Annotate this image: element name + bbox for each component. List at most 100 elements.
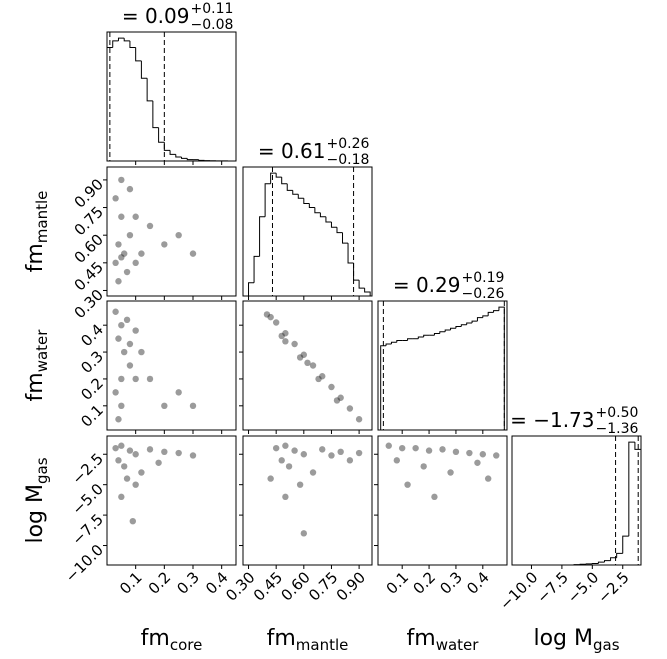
sample-point [132, 481, 139, 488]
histogram-step [616, 552, 623, 558]
panel-frame [106, 435, 237, 566]
x-tick-label: 0.30 [222, 568, 258, 604]
histogram-step [163, 142, 171, 151]
histogram-step [622, 535, 629, 554]
sample-point [319, 446, 326, 453]
label-main: log M [23, 484, 48, 544]
x-axis-label: log Mgas [533, 626, 619, 654]
x-axis-label: fmcore [141, 626, 203, 654]
scatter-panel [112, 176, 197, 285]
histogram-step [396, 339, 403, 343]
sample-point [300, 451, 308, 458]
histogram-step [444, 329, 451, 332]
histogram-step [364, 288, 371, 296]
y-axis-label: fmmantle [23, 191, 51, 273]
histogram-step [264, 183, 271, 217]
sample-point [285, 463, 293, 470]
x-tick-label: −5.0 [564, 568, 602, 606]
sample-point [175, 449, 182, 457]
histogram-step [353, 262, 360, 281]
sample-point [447, 469, 454, 476]
sample-point [278, 457, 285, 464]
scatter-panel [263, 311, 363, 423]
panel-title: = 0.61 [258, 139, 326, 163]
label-sub: gas [33, 457, 51, 484]
sample-point [118, 442, 125, 449]
x-tick-label: 0.2 [409, 568, 439, 598]
sample-point [112, 259, 119, 267]
title-upper-error: +0.26 [327, 136, 370, 152]
histogram-step [471, 320, 478, 323]
sample-point [118, 254, 125, 261]
x-tick-label: 0.60 [277, 568, 313, 604]
histogram-step [152, 100, 159, 129]
histogram-step [433, 332, 440, 336]
sample-point [126, 447, 134, 454]
sample-point [282, 338, 289, 345]
x-tick-label: 0.75 [305, 568, 341, 604]
sample-point [138, 250, 145, 257]
sample-point [337, 448, 344, 456]
sample-point [115, 335, 122, 342]
sample-point [328, 452, 335, 459]
histogram-step [342, 232, 349, 244]
histogram-step [498, 306, 505, 430]
x-axis-label: fmwater [407, 626, 480, 654]
histogram-step [450, 327, 456, 330]
sample-point [138, 348, 145, 356]
histogram-step [325, 216, 332, 223]
y-axis-label: log Mgas [23, 457, 51, 543]
sample-point [161, 402, 168, 410]
sample-point [118, 402, 125, 410]
x-tick-label: −2.5 [594, 568, 632, 606]
x-tick-label: 0.4 [463, 568, 493, 598]
label-main: fm [407, 626, 436, 651]
sample-point [431, 493, 438, 501]
x-tick-label: 0.1 [383, 568, 413, 598]
sample-point [272, 319, 280, 326]
sample-point [300, 351, 308, 358]
y-tick-label: −2.5 [69, 450, 107, 488]
label-main: fm [23, 243, 48, 272]
histogram-step [169, 150, 176, 155]
histogram-step [380, 345, 387, 430]
y-tick-label: 0.60 [71, 230, 107, 266]
x-tick-label: 0.90 [333, 568, 369, 604]
histogram-step [175, 154, 182, 158]
sample-point [115, 416, 122, 423]
label-main: log M [533, 626, 593, 651]
sample-point [263, 311, 271, 318]
histogram-step [417, 336, 424, 339]
x-tick-label: 0.45 [250, 568, 286, 604]
sample-point [112, 195, 119, 202]
sample-point [112, 444, 119, 452]
histogram-step [493, 310, 499, 313]
sample-point [291, 447, 298, 454]
x-tick-label: 0.3 [173, 568, 203, 598]
sample-point [118, 321, 125, 329]
sample-point [118, 493, 125, 501]
sample-point [452, 448, 460, 456]
label-sub: mantle [33, 191, 51, 244]
label-sub: water [33, 329, 51, 373]
sample-point [466, 449, 473, 457]
histogram-step [129, 40, 136, 48]
histogram-step [476, 317, 483, 322]
sample-point [115, 457, 122, 464]
label-sub: core [170, 636, 203, 654]
panel-frame [106, 300, 237, 431]
sample-point [304, 359, 311, 367]
sample-point [385, 442, 392, 449]
sample-point [123, 268, 131, 276]
sample-point [175, 389, 182, 396]
sample-point [175, 231, 182, 239]
sample-point [132, 327, 139, 334]
label-sub: mantle [296, 636, 349, 654]
y-tick-label: 0.75 [71, 203, 107, 239]
panel-frame [377, 435, 508, 566]
sample-point [272, 444, 280, 452]
y-tick-label: 0.45 [71, 258, 107, 294]
sample-point [121, 463, 128, 470]
title-lower-error: −0.08 [191, 17, 234, 33]
sample-point [484, 475, 492, 482]
